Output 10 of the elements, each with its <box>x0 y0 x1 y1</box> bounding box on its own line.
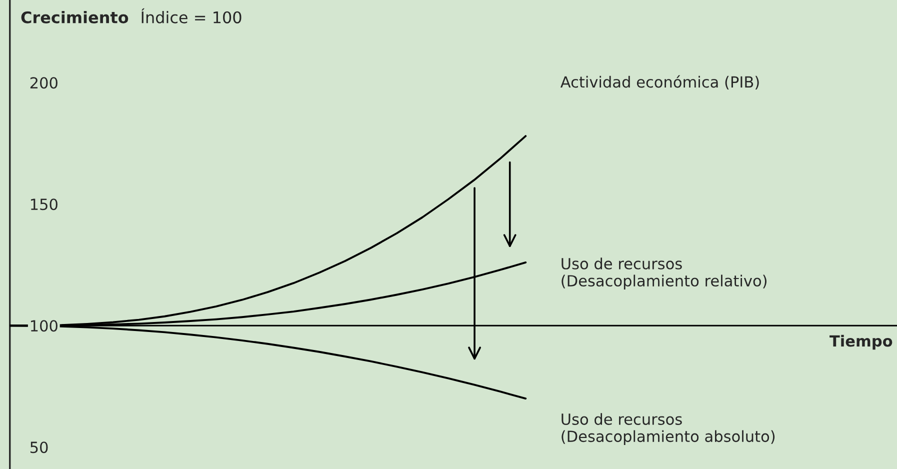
ref-line-label: Tiempo <box>830 334 892 350</box>
text: Uso de recursos (Desacoplamiento absoluto) <box>562 413 775 446</box>
y-tick-label: 150 <box>30 198 58 210</box>
y-tick-label: 50 <box>30 442 48 454</box>
text: Actividad económica (PIB) <box>560 75 759 90</box>
y-tick-label: 100 <box>30 320 58 332</box>
text: Crecimiento <box>21 11 128 24</box>
chart-subtitle: Índice = 100 <box>142 8 242 24</box>
y-tick-label: 200 <box>30 77 58 89</box>
text: Uso de recursos (Desacoplamiento relativo) <box>562 258 766 290</box>
